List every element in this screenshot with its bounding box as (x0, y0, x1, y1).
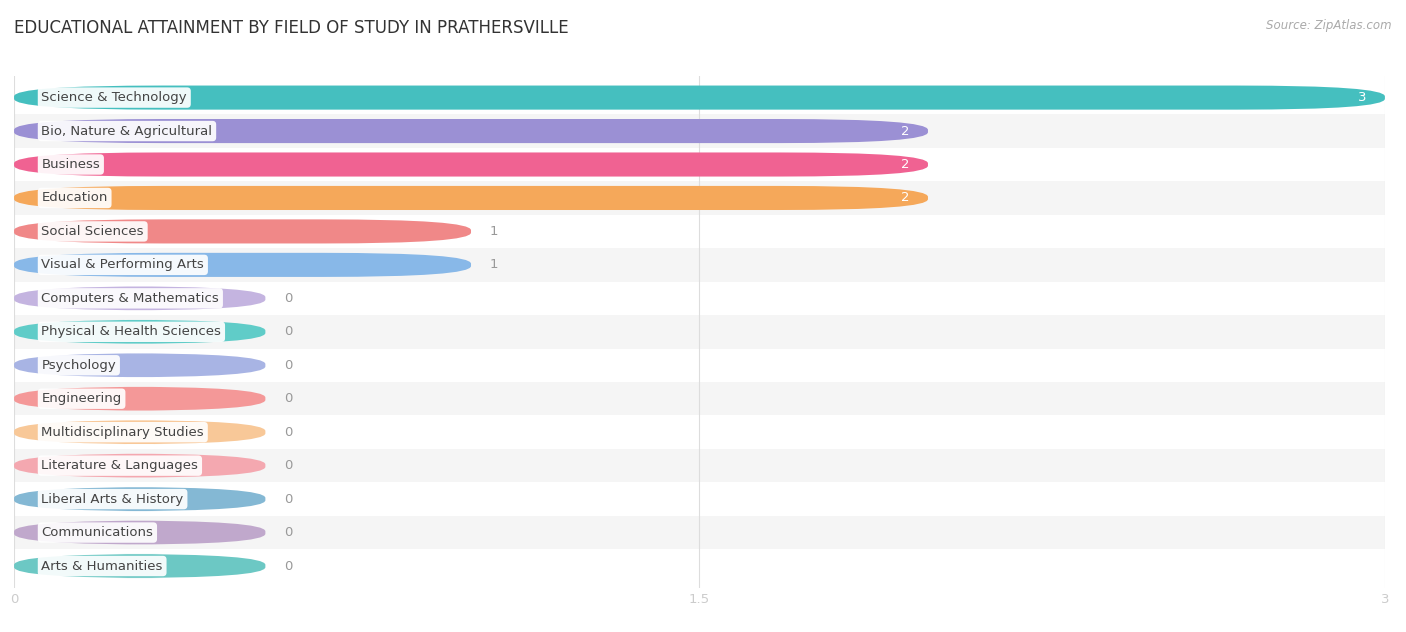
Text: Bio, Nature & Agricultural: Bio, Nature & Agricultural (42, 125, 212, 138)
FancyBboxPatch shape (14, 215, 1385, 248)
Text: 0: 0 (284, 392, 292, 405)
FancyBboxPatch shape (14, 420, 266, 444)
FancyBboxPatch shape (14, 549, 1385, 583)
Text: Education: Education (42, 191, 108, 205)
Text: 0: 0 (284, 325, 292, 338)
FancyBboxPatch shape (14, 219, 471, 243)
FancyBboxPatch shape (14, 85, 1385, 109)
Text: 2: 2 (901, 158, 910, 171)
Text: Science & Technology: Science & Technology (42, 91, 187, 104)
Text: 0: 0 (284, 492, 292, 506)
FancyBboxPatch shape (14, 152, 928, 176)
FancyBboxPatch shape (14, 148, 1385, 181)
FancyBboxPatch shape (14, 449, 1385, 482)
Text: 3: 3 (1358, 91, 1367, 104)
Text: Liberal Arts & History: Liberal Arts & History (42, 492, 184, 506)
FancyBboxPatch shape (14, 516, 1385, 549)
FancyBboxPatch shape (14, 186, 928, 210)
Text: Multidisciplinary Studies: Multidisciplinary Studies (42, 426, 204, 439)
FancyBboxPatch shape (14, 521, 266, 545)
FancyBboxPatch shape (14, 119, 928, 143)
FancyBboxPatch shape (14, 286, 266, 310)
Text: Literature & Languages: Literature & Languages (42, 459, 198, 472)
Text: 0: 0 (284, 359, 292, 372)
Text: Social Sciences: Social Sciences (42, 225, 143, 238)
FancyBboxPatch shape (14, 487, 266, 511)
FancyBboxPatch shape (14, 482, 1385, 516)
Text: Communications: Communications (42, 526, 153, 539)
Text: Engineering: Engineering (42, 392, 122, 405)
Text: Source: ZipAtlas.com: Source: ZipAtlas.com (1267, 19, 1392, 32)
Text: 0: 0 (284, 426, 292, 439)
FancyBboxPatch shape (14, 554, 266, 578)
FancyBboxPatch shape (14, 81, 1385, 114)
Text: 1: 1 (489, 258, 498, 271)
Text: Business: Business (42, 158, 100, 171)
Text: Physical & Health Sciences: Physical & Health Sciences (42, 325, 221, 338)
FancyBboxPatch shape (14, 382, 1385, 415)
FancyBboxPatch shape (14, 353, 266, 377)
FancyBboxPatch shape (14, 282, 1385, 315)
Text: Visual & Performing Arts: Visual & Performing Arts (42, 258, 204, 271)
FancyBboxPatch shape (14, 253, 471, 277)
Text: 2: 2 (901, 125, 910, 138)
Text: Arts & Humanities: Arts & Humanities (42, 559, 163, 573)
FancyBboxPatch shape (14, 320, 266, 344)
Text: Psychology: Psychology (42, 359, 117, 372)
FancyBboxPatch shape (14, 248, 1385, 282)
Text: 0: 0 (284, 559, 292, 573)
Text: 0: 0 (284, 526, 292, 539)
Text: EDUCATIONAL ATTAINMENT BY FIELD OF STUDY IN PRATHERSVILLE: EDUCATIONAL ATTAINMENT BY FIELD OF STUDY… (14, 19, 568, 37)
FancyBboxPatch shape (14, 181, 1385, 215)
Text: Computers & Mathematics: Computers & Mathematics (42, 292, 219, 305)
FancyBboxPatch shape (14, 348, 1385, 382)
Text: 0: 0 (284, 459, 292, 472)
FancyBboxPatch shape (14, 387, 266, 411)
Text: 0: 0 (284, 292, 292, 305)
FancyBboxPatch shape (14, 114, 1385, 148)
Text: 2: 2 (901, 191, 910, 205)
Text: 1: 1 (489, 225, 498, 238)
FancyBboxPatch shape (14, 454, 266, 478)
FancyBboxPatch shape (14, 415, 1385, 449)
FancyBboxPatch shape (14, 315, 1385, 348)
